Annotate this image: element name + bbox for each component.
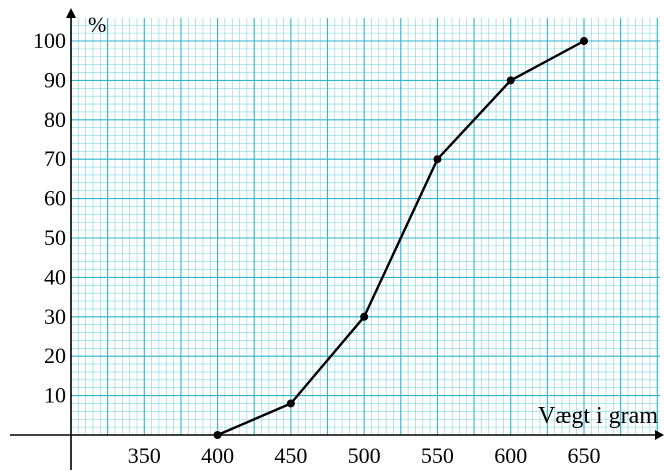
x-tick-label: 450 (274, 443, 307, 468)
y-axis-label: % (88, 12, 106, 37)
x-tick-label: 650 (568, 443, 601, 468)
y-tick-label: 30 (44, 304, 66, 329)
data-point (286, 399, 295, 408)
axes (10, 8, 664, 470)
y-tick-label: 80 (44, 107, 66, 132)
x-tick-label: 600 (494, 443, 527, 468)
y-tick-label: 50 (44, 225, 66, 250)
data-point (580, 37, 588, 45)
x-tick-label: 400 (201, 443, 234, 468)
y-tick-label: 60 (44, 186, 66, 211)
x-axis-label: Vægt i gram (538, 403, 658, 429)
series-group (213, 37, 588, 439)
y-tick-label: 90 (44, 67, 66, 92)
data-point (213, 431, 222, 439)
x-tick-label: 350 (128, 443, 161, 468)
data-point (433, 155, 442, 164)
y-axis-arrow (66, 8, 76, 18)
x-tick-label: 500 (348, 443, 381, 468)
x-tick-labels: 350 400 450 500 550 600 650 (128, 443, 601, 468)
y-tick-label: 10 (44, 383, 66, 408)
x-axis-arrow (655, 430, 664, 440)
y-tick-label: 100 (33, 28, 66, 53)
y-tick-labels: 10 20 30 40 50 60 70 80 90 100 (33, 28, 66, 408)
data-point (360, 312, 369, 321)
x-tick-label: 550 (421, 443, 454, 468)
data-point (506, 76, 515, 85)
series-line (217, 39, 585, 437)
y-tick-label: 70 (44, 146, 66, 171)
y-tick-label: 20 (44, 343, 66, 368)
grid (70, 18, 660, 436)
y-tick-label: 40 (44, 264, 66, 289)
